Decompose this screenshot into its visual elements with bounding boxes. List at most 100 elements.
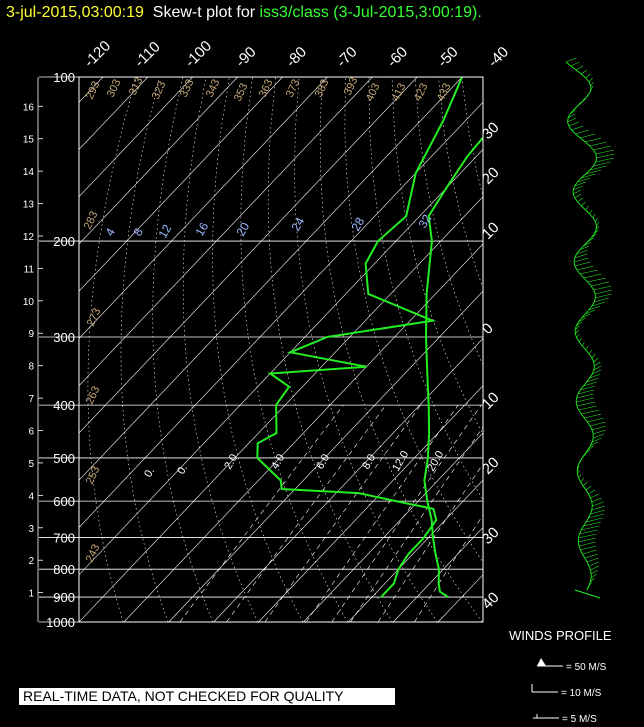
wind-profile-segment [593,289,596,295]
wind-barb [585,205,589,211]
wind-profile-segment [589,213,594,219]
wind-barb [593,429,606,435]
isotherm-top-label: -60 [384,43,411,70]
wind-profile-segment [565,61,571,67]
wind-profile-segment [574,253,577,259]
isotherm-line [258,385,483,622]
wind-profile-segment [583,417,588,423]
wind-barb [591,569,599,575]
wind-barb [576,249,588,255]
dry-adiabat-label: 283 [82,210,101,232]
dry-adiabat-label: 313 [127,76,146,98]
wind-barb [581,453,586,459]
wind-barb [591,505,605,511]
wind-barb [595,225,600,231]
pressure-tick-label: 1000 [46,615,75,630]
wind-barb [587,445,594,451]
wind-barb [577,101,582,107]
mixing-ratio-line [264,404,421,622]
isotherm-top-label: -70 [333,43,360,70]
isotherm-line [393,527,483,622]
wind-barb [584,553,598,559]
wind-barb [582,549,597,555]
pressure-tick-label: 400 [53,398,75,413]
dry-adiabat-label: 413 [390,82,409,104]
isotherm-line [348,479,483,622]
mixing-ratio-lower-label: 8.0 [360,452,378,471]
dry-adiabat [531,77,644,622]
mixing-ratio-label: 4 [102,225,118,238]
wind-barb [581,201,586,207]
wind-barb [571,125,584,131]
wind-profile-segment [595,221,597,227]
wind-profile-segment [593,297,596,303]
wind-barb [592,437,602,443]
wind-profile-segment [567,113,571,119]
dry-adiabat-label: 323 [150,80,169,102]
wind-profile-segment [580,525,584,531]
wind-barb [589,165,607,171]
wind-profile-segment [579,529,582,535]
chart-title: 3-jul-2015,03:00:19 Skew-t plot for iss3… [6,4,482,22]
wind-profile-segment [577,177,582,183]
wind-profile-segment [591,357,595,363]
wind-profile-segment [589,145,594,151]
wind-barb [575,129,589,135]
isotherm-top-label: -120 [81,38,114,71]
wind-profile-segment [582,345,587,351]
dry-adiabat [624,77,644,622]
isotherm-line [79,77,283,292]
wind-profile-segment [585,517,589,523]
wind-barb [577,197,583,203]
wind-profile-segment [577,473,580,479]
wind-barb [581,409,600,415]
dry-adiabat-label: 243 [84,543,103,565]
wind-profile-segment [592,217,596,223]
wind-profile-segment [595,157,598,163]
wind-profile-segment [582,381,587,387]
wind-profile-segment [576,405,580,411]
wind-profile-segment [578,341,583,347]
wind-profile-segment [577,541,580,547]
wind-barb [585,345,589,351]
wind-barb [568,121,580,127]
wind-barb [590,281,610,287]
wind-barb [578,537,596,543]
height-tick-label: 10 [23,297,35,308]
wind-barb [577,461,581,467]
wind-barb [579,245,590,251]
wind-barb [593,161,611,167]
pressure-tick-label: 600 [53,494,75,509]
wind-barb [588,489,596,495]
wind-profile-segment [588,565,591,571]
plot-area [79,77,644,622]
wind-profile-segment [578,409,582,415]
mixing-ratio-label: 8 [130,225,146,238]
pressure-tick-label: 900 [53,590,75,605]
wind-profile-segment [590,509,593,515]
wind-profile-segment [573,257,576,263]
dry-adiabat-label: 383 [313,78,332,100]
wind-profile-segment [593,149,597,155]
isotherm-line [168,290,483,622]
mixing-ratio-lower-label: 0. [142,466,157,480]
wind-barb [590,573,597,579]
isotherm-line [79,77,418,434]
dry-adiabat [120,77,169,622]
wind-profile-segment [588,305,593,311]
wind-profile-segment [570,65,577,71]
wind-barb [577,177,591,183]
isotherm-right-label: 10 [479,219,503,243]
wind-barb [585,517,603,523]
dry-adiabat-label: 273 [85,307,104,329]
wind-barb [584,413,602,419]
wind-profile-segment [595,153,598,159]
wind-barb [588,561,599,567]
isotherm-line [79,77,193,198]
isotherm-line [437,574,483,622]
wind-barb [587,277,606,283]
title-text: Skew-t plot for [152,4,256,21]
dry-adiabat [267,77,393,622]
wind-barb [576,465,580,471]
wind-profile-segment [591,369,595,375]
